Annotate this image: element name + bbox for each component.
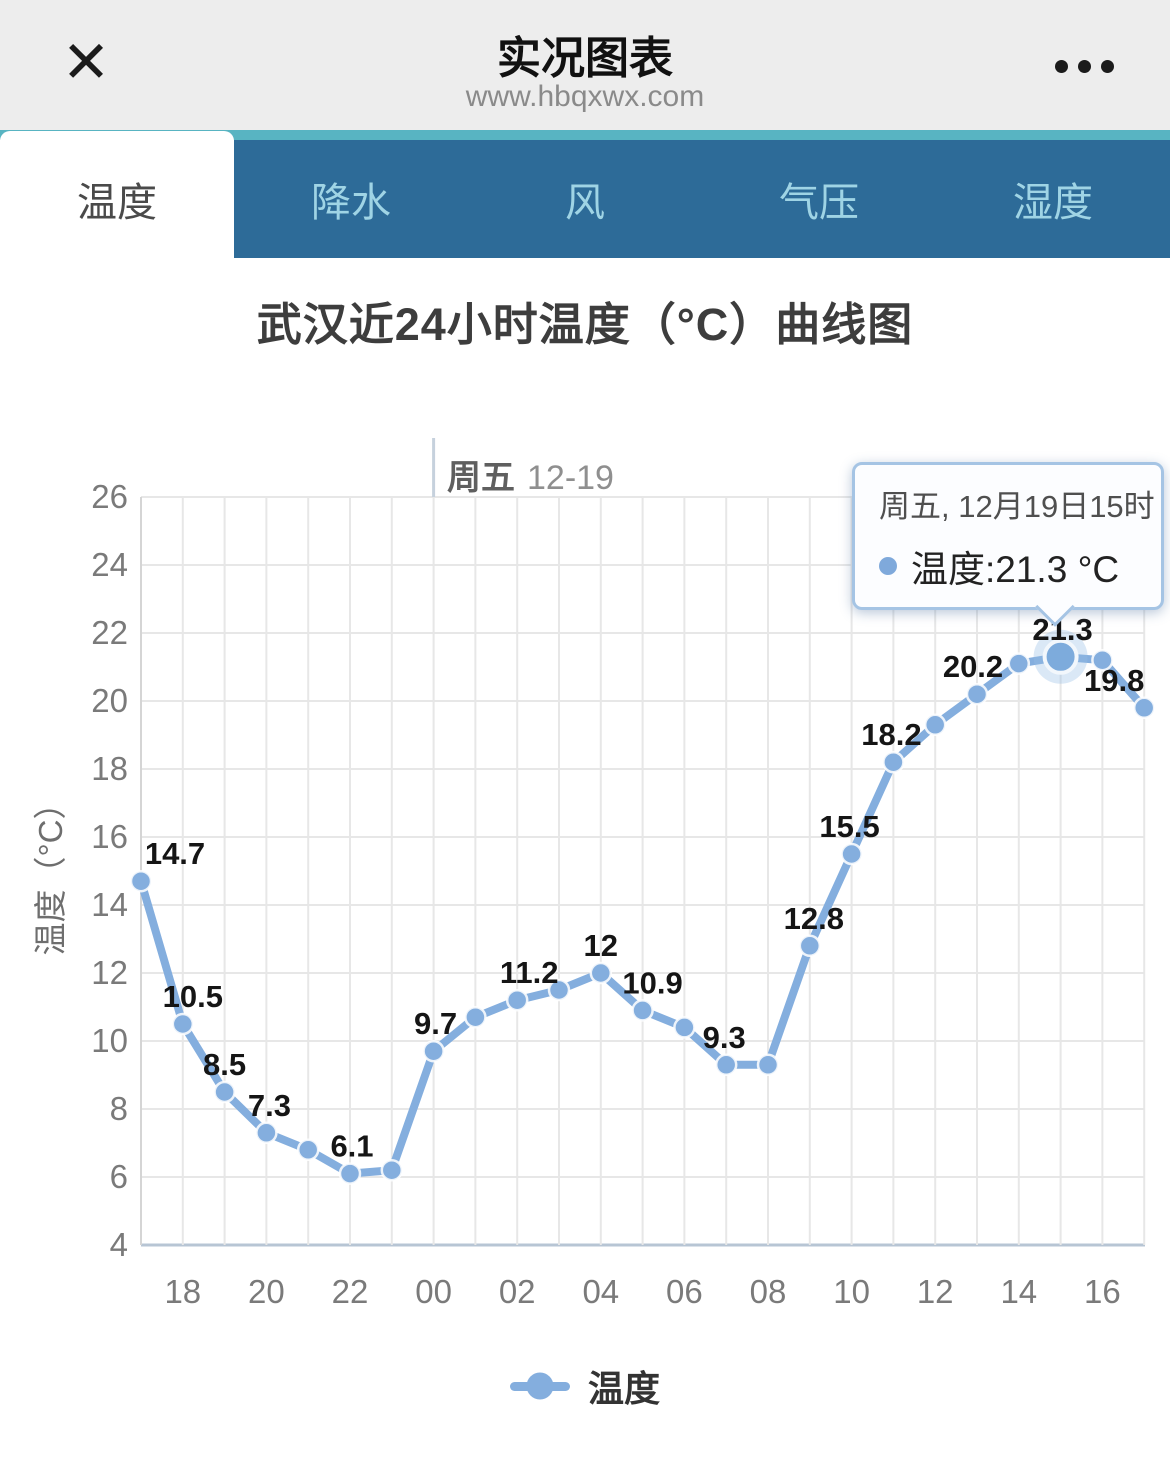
data-label: 12 (584, 928, 618, 963)
data-point[interactable] (505, 988, 529, 1012)
more-icon[interactable] (1055, 60, 1114, 73)
close-icon[interactable]: ✕ (61, 30, 111, 95)
data-point[interactable] (923, 713, 947, 737)
data-point[interactable] (756, 1053, 780, 1077)
x-tick-label: 20 (248, 1273, 285, 1310)
data-point[interactable] (464, 1005, 487, 1029)
data-point[interactable] (547, 978, 571, 1002)
data-point[interactable] (380, 1158, 404, 1182)
data-label: 11.2 (500, 955, 559, 990)
data-label: 6.1 (330, 1129, 373, 1164)
chart-title: 武汉近24小时温度（°C）曲线图 (256, 299, 914, 350)
tooltip-series-dot-icon (879, 557, 897, 575)
x-tick-label: 12 (917, 1273, 954, 1310)
x-tick-label: 16 (1084, 1273, 1121, 1310)
data-point[interactable] (882, 750, 905, 774)
x-tick-label: 18 (164, 1273, 201, 1310)
x-tick-label: 04 (582, 1273, 619, 1310)
data-point[interactable] (673, 1016, 696, 1039)
data-label: 15.5 (819, 809, 879, 844)
data-point[interactable] (798, 934, 822, 958)
y-tick-label: 26 (91, 478, 128, 515)
data-point[interactable] (1007, 652, 1031, 675)
data-point[interactable] (714, 1053, 738, 1077)
data-point[interactable] (213, 1080, 236, 1104)
page-url: www.hbqxwx.com (465, 80, 705, 113)
y-tick-label: 14 (91, 886, 128, 923)
x-tick-label: 22 (332, 1273, 369, 1310)
data-point[interactable] (171, 1012, 195, 1036)
day-annotation: 周五 12-19 (447, 450, 614, 499)
data-label: 10.9 (622, 965, 682, 1000)
x-tick-label: 00 (415, 1273, 452, 1310)
y-tick-label: 16 (91, 818, 128, 855)
data-point[interactable] (1132, 696, 1156, 720)
legend-dot-icon (526, 1372, 554, 1400)
x-tick-label: 06 (666, 1273, 703, 1310)
webview-header: ✕ 实况图表 www.hbqxwx.com (0, 0, 1170, 130)
data-point[interactable] (631, 999, 654, 1022)
data-label: 18.2 (861, 717, 921, 752)
y-tick-label: 10 (91, 1022, 128, 1059)
tooltip-value: 温度:21.3 °C (911, 549, 1120, 590)
data-point[interactable] (129, 869, 153, 893)
tab-humidity[interactable]: 湿度 (1013, 181, 1093, 225)
data-label: 19.8 (1084, 663, 1144, 698)
more-dot (1078, 60, 1091, 73)
data-point[interactable] (296, 1138, 320, 1162)
y-tick-label: 8 (110, 1090, 128, 1127)
data-label: 14.7 (145, 836, 205, 871)
day-annotation-weekday: 周五 (447, 459, 515, 497)
y-axis-title: 温度（°C） (32, 786, 69, 955)
data-point[interactable] (338, 1162, 362, 1185)
day-annotation-date: 12-19 (527, 459, 614, 497)
data-point[interactable] (589, 961, 613, 985)
data-point[interactable] (255, 1121, 278, 1145)
y-tick-label: 22 (91, 614, 128, 651)
data-point[interactable] (1091, 648, 1114, 672)
data-label: 7.3 (248, 1088, 291, 1123)
tooltip-time: 周五, 12月19日15时 (879, 489, 1155, 524)
chart-tooltip: 周五, 12月19日15时 温度:21.3 °C (852, 462, 1164, 627)
data-point[interactable] (840, 842, 863, 866)
data-point[interactable] (422, 1039, 445, 1063)
highlight-point[interactable] (1042, 638, 1079, 675)
tab-wind[interactable]: 风 (565, 181, 605, 225)
data-label: 12.8 (784, 901, 844, 936)
y-tick-label: 18 (91, 750, 128, 787)
y-tick-label: 20 (91, 682, 128, 719)
x-tick-label: 14 (1000, 1273, 1037, 1310)
data-point[interactable] (965, 682, 989, 706)
tab-temperature[interactable]: 温度 (0, 131, 234, 258)
data-label: 9.3 (703, 1020, 746, 1055)
x-tick-label: 08 (750, 1273, 787, 1310)
data-label: 9.7 (414, 1006, 457, 1041)
data-label: 10.5 (163, 979, 223, 1014)
data-label: 8.5 (203, 1047, 246, 1082)
tabbar: 温度 降水 风 气压 湿度 (0, 131, 1170, 258)
y-tick-label: 6 (110, 1158, 128, 1195)
legend-label: 温度 (587, 1368, 660, 1409)
legend-line-icon (509, 1372, 570, 1400)
more-dot (1101, 60, 1114, 73)
y-tick-label: 24 (91, 546, 128, 583)
more-dot (1055, 60, 1068, 73)
tabbar-top-border (0, 130, 1170, 140)
page-title: 实况图表 (497, 34, 673, 83)
tab-precipitation[interactable]: 降水 (311, 181, 391, 225)
data-label: 20.2 (943, 649, 1003, 684)
temperature-chart: 4 6 8 10 12 14 16 18 20 22 24 26 18 20 22 00 02 04 06 08 10 1… (32, 438, 1156, 1310)
legend-temperature[interactable]: 温度 (0, 1360, 1170, 1412)
y-tick-label: 12 (91, 954, 128, 991)
x-tick-label: 02 (499, 1273, 536, 1310)
tab-pressure[interactable]: 气压 (779, 181, 859, 225)
x-tick-label: 10 (833, 1273, 870, 1310)
y-tick-label: 4 (110, 1226, 128, 1263)
